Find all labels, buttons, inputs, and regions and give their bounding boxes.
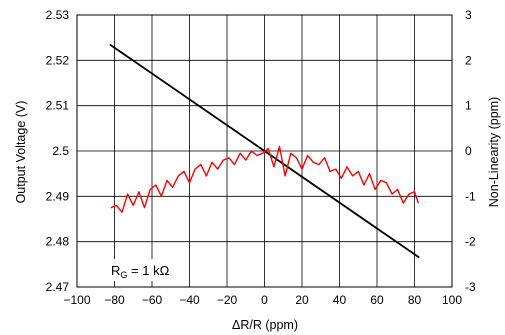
y-right-tick-label: 0: [465, 144, 472, 158]
y-left-tick-label: 2.5: [52, 144, 69, 158]
y-right-tick-label: 3: [465, 8, 472, 22]
y-left-tick-label: 2.48: [46, 235, 70, 249]
annotation-text: RG = 1 kΩ: [111, 263, 170, 280]
x-tick-label: −20: [217, 293, 238, 307]
y-right-tick-label: -3: [465, 280, 476, 294]
series-nonlinearity-line: [110, 145, 419, 213]
y-left-tick-label: 2.52: [46, 53, 70, 67]
x-tick-label: −40: [179, 293, 200, 307]
x-tick-label: −60: [142, 293, 163, 307]
y-right-tick-label: -1: [465, 189, 476, 203]
x-tick-label: −80: [104, 293, 125, 307]
y-left-tick-label: 2.47: [46, 280, 70, 294]
x-tick-label: 60: [370, 293, 384, 307]
x-tick-label: 80: [408, 293, 422, 307]
y-left-tick-label: 2.49: [46, 189, 70, 203]
series-layer: [109, 43, 420, 259]
annotation-base: R: [111, 263, 120, 278]
y-left-tick-label: 2.51: [46, 99, 70, 113]
annotation-subscript: G: [120, 270, 127, 280]
x-tick-label: 40: [333, 293, 347, 307]
x-axis-title: ΔR/R (ppm): [232, 318, 298, 332]
plot-frame: [76, 14, 453, 288]
x-tick-label: 100: [442, 293, 462, 307]
x-tick-label: 0: [261, 293, 268, 307]
y-axis-left-title: Output Voltage (V): [14, 101, 28, 204]
x-tick-label: −100: [63, 293, 90, 307]
annotation-rest: = 1 kΩ: [127, 263, 169, 278]
y-right-tick-label: 1: [465, 99, 472, 113]
y-axis-right-title: Non-Linearity (ppm): [487, 97, 501, 207]
annotation-background: [106, 259, 166, 281]
ticks: −100 −80 −60 −40 −20 0 20 40 60 80 1002.472.482.49…: [46, 8, 476, 307]
annotation-rg: RG = 1 kΩ: [106, 259, 170, 281]
x-tick-label: 20: [295, 293, 309, 307]
y-left-tick-label: 2.53: [46, 8, 70, 22]
y-right-tick-label: 2: [465, 53, 472, 67]
y-right-tick-label: -2: [465, 235, 476, 249]
